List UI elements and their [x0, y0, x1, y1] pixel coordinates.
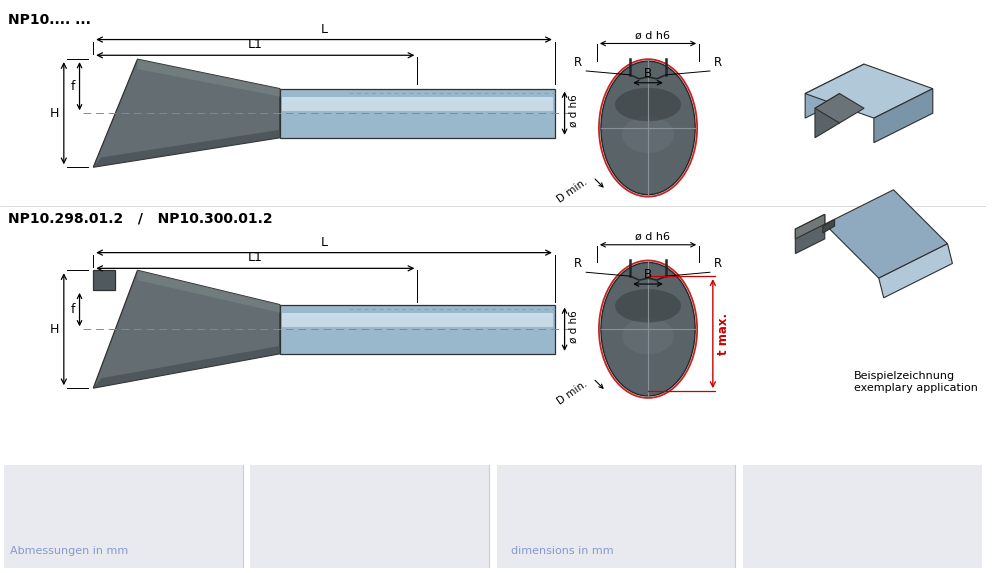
Polygon shape [93, 130, 280, 167]
Polygon shape [794, 214, 823, 254]
Polygon shape [93, 346, 280, 388]
Polygon shape [823, 190, 947, 278]
Text: H: H [49, 107, 59, 120]
Ellipse shape [601, 61, 694, 195]
Bar [742, 465, 981, 568]
Polygon shape [137, 270, 280, 312]
Text: D min.: D min. [555, 177, 589, 205]
Text: Abmessungen in mm: Abmessungen in mm [10, 546, 128, 556]
Polygon shape [814, 93, 864, 123]
Text: B: B [643, 268, 652, 281]
Text: H: H [49, 323, 59, 336]
Text: ø d h6: ø d h6 [635, 232, 670, 242]
Text: NP10.... ...: NP10.... ... [8, 13, 90, 27]
Bar [282, 97, 553, 102]
Ellipse shape [599, 261, 696, 398]
Text: R: R [713, 257, 721, 270]
Bar [282, 318, 553, 327]
Text: ø d h6: ø d h6 [568, 94, 578, 127]
Text: B: B [643, 67, 652, 80]
Text: L: L [320, 236, 327, 249]
Text: Beispielzeichnung
exemplary application: Beispielzeichnung exemplary application [854, 371, 977, 393]
Polygon shape [878, 244, 952, 298]
Text: L1: L1 [248, 252, 263, 264]
Polygon shape [822, 219, 833, 233]
Text: R: R [713, 56, 721, 69]
Text: f: f [71, 80, 75, 93]
Polygon shape [873, 89, 932, 143]
Text: f: f [71, 303, 75, 316]
Text: R: R [574, 257, 582, 270]
Bar [280, 89, 555, 138]
Ellipse shape [615, 88, 680, 121]
Polygon shape [93, 270, 280, 388]
Polygon shape [804, 64, 864, 118]
Bar [282, 102, 553, 111]
Ellipse shape [622, 116, 673, 153]
Text: D min.: D min. [555, 378, 589, 406]
Text: NP10.298.01.2   /   NP10.300.01.2: NP10.298.01.2 / NP10.300.01.2 [8, 211, 272, 225]
Text: L1: L1 [248, 38, 263, 52]
Polygon shape [814, 93, 839, 138]
Text: t max.: t max. [716, 312, 729, 355]
Text: ø d h6: ø d h6 [635, 30, 670, 41]
Polygon shape [93, 59, 280, 167]
Ellipse shape [615, 289, 680, 323]
Bar [280, 305, 555, 354]
Text: dimensions in mm: dimensions in mm [511, 546, 613, 556]
Text: L: L [320, 22, 327, 36]
Text: ø d h6: ø d h6 [568, 310, 578, 343]
Ellipse shape [622, 317, 673, 354]
Text: R: R [574, 56, 582, 69]
Ellipse shape [599, 59, 696, 197]
Bar [282, 313, 553, 318]
Polygon shape [804, 64, 932, 118]
Polygon shape [137, 59, 280, 96]
Bar [250, 465, 488, 568]
Bar [4, 465, 243, 568]
Ellipse shape [601, 262, 694, 396]
Polygon shape [794, 214, 823, 239]
Polygon shape [93, 270, 114, 290]
Bar [496, 465, 735, 568]
